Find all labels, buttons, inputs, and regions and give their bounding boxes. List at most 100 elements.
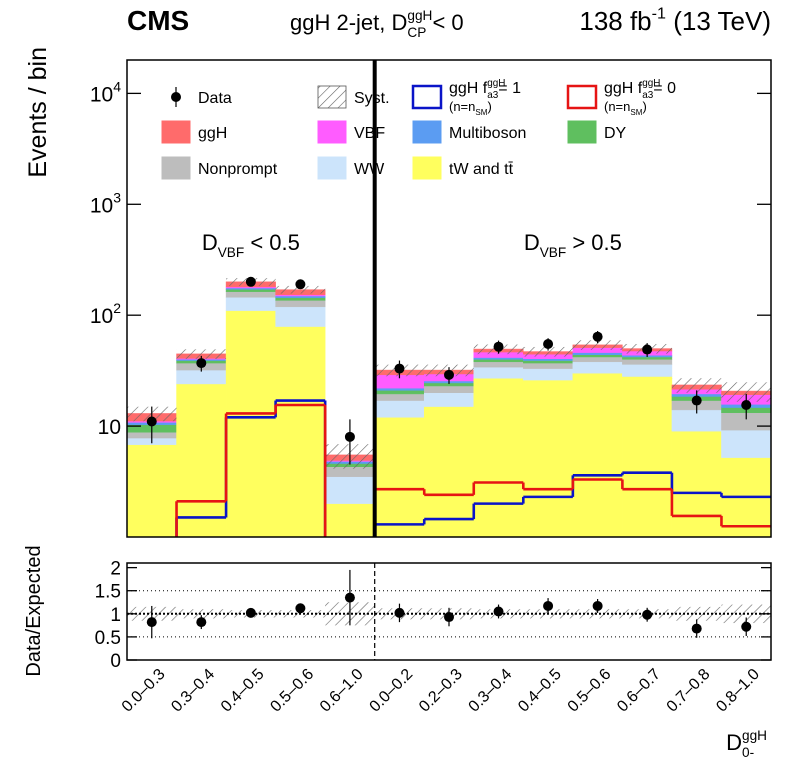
stack-segment (622, 364, 673, 377)
text-part: a3 (487, 90, 499, 101)
legend-marker (161, 156, 191, 180)
stack-segment (275, 326, 326, 537)
data-point (196, 358, 207, 369)
text-part: 3 (113, 189, 121, 205)
text-part: tW and tt̄ (449, 161, 514, 178)
ratio-point (741, 621, 752, 632)
legend-label: DY (604, 125, 627, 142)
ratio-point (295, 603, 306, 614)
syst-band (275, 285, 326, 294)
stack-segment (423, 406, 475, 537)
text-part: 0- (742, 745, 754, 760)
x-axis-label: DggH 0- (726, 728, 767, 760)
stack-segment (671, 430, 722, 537)
syst-band (176, 349, 227, 359)
text-part: ) (642, 99, 646, 114)
text-part: 10 (90, 83, 113, 106)
main-plot (127, 276, 771, 537)
text-part: VBF (218, 245, 245, 260)
legend-marker (412, 120, 442, 144)
text-part: ) (487, 99, 491, 114)
legend-marker (412, 156, 442, 180)
text-part: > 0.5 (566, 230, 622, 255)
legend-marker (317, 120, 347, 144)
text-part: 10 (98, 416, 121, 439)
legend-marker (567, 120, 597, 144)
legend-label: ggH fggH a3= 1 (449, 78, 521, 101)
stack-segment (324, 476, 375, 504)
stack-segment (423, 392, 475, 407)
text-part: WW (354, 161, 385, 178)
legend-label: Multiboson (449, 125, 526, 142)
syst-band (721, 382, 771, 402)
text-part: ggH 2-jet, D (290, 10, 407, 35)
text-part: CP (407, 25, 426, 40)
text-part: ggH (642, 78, 660, 89)
text-part: (13 TeV) (666, 6, 771, 36)
stack-segment (622, 356, 673, 360)
legend-marker (317, 156, 347, 180)
stack-segment (473, 366, 524, 379)
ratio-syst-band (176, 609, 227, 619)
experiment-label: CMS (127, 5, 189, 36)
y-tick-label: 103 (90, 189, 121, 217)
stack-segment (523, 360, 574, 364)
data-point (691, 395, 702, 406)
stack-segment (622, 376, 673, 537)
legend-label: Data (198, 90, 232, 107)
text-part: < 0 (426, 10, 463, 35)
stack-segment (374, 400, 425, 418)
ratio-point (444, 612, 454, 623)
ratio-y-tick-label: 2 (110, 559, 121, 580)
ratio-y-tick-label: 1.5 (95, 582, 121, 603)
legend-label: tW and tt̄ (449, 161, 514, 178)
stack-segment (225, 289, 276, 292)
ratio-y-tick-label: 1 (110, 605, 121, 626)
ratio-frame (126, 562, 772, 661)
legend-label: ggH fggH a3= 0 (604, 78, 676, 101)
text-part: SM (475, 108, 487, 117)
region-label: DVBF < 0.5 (202, 230, 300, 260)
text-part: = 1 (498, 80, 521, 97)
text-part: 10 (90, 194, 113, 217)
legend-label: ggH (198, 125, 227, 142)
ratio-point (543, 600, 554, 611)
stack-segment (523, 368, 574, 381)
text-part: Nonprompt (198, 161, 278, 178)
stack-segment (275, 306, 326, 327)
text-part: D (524, 230, 540, 255)
text-part: ggH f (449, 80, 488, 97)
text-part: Multiboson (449, 125, 526, 142)
syst-band (523, 346, 573, 357)
data-point (543, 338, 554, 349)
lumi-label: 138 fb-1 (13 TeV) (579, 4, 771, 36)
text-part: 4 (113, 78, 121, 94)
stack-segment (275, 297, 326, 301)
ratio-point (394, 607, 405, 618)
stack-segment (225, 310, 276, 537)
stack-segment (374, 387, 425, 391)
ratio-point (642, 609, 653, 620)
stack-segment (622, 359, 673, 365)
stack-segment (374, 390, 425, 395)
legend-label: WW (354, 161, 385, 178)
chart-title: ggH 2-jet, DggH CP < 0 (290, 8, 464, 40)
ratio-syst-band (721, 604, 771, 624)
ratio-plot (127, 569, 771, 639)
text-part: ggH f (604, 80, 643, 97)
y-tick-label: 104 (90, 78, 121, 106)
legend-label: VBF (354, 125, 385, 142)
syst-band (572, 340, 623, 350)
stack-segment (572, 354, 623, 358)
legend-marker (411, 84, 443, 110)
stack-segment (572, 356, 623, 363)
stack-segment (127, 444, 177, 537)
data-point (642, 344, 653, 355)
ratio-point (196, 617, 207, 628)
region-label: DVBF > 0.5 (524, 230, 622, 260)
data-point (592, 331, 603, 342)
legend-marker (566, 84, 598, 110)
text-part: 2 (113, 300, 121, 316)
data-point (394, 363, 405, 374)
